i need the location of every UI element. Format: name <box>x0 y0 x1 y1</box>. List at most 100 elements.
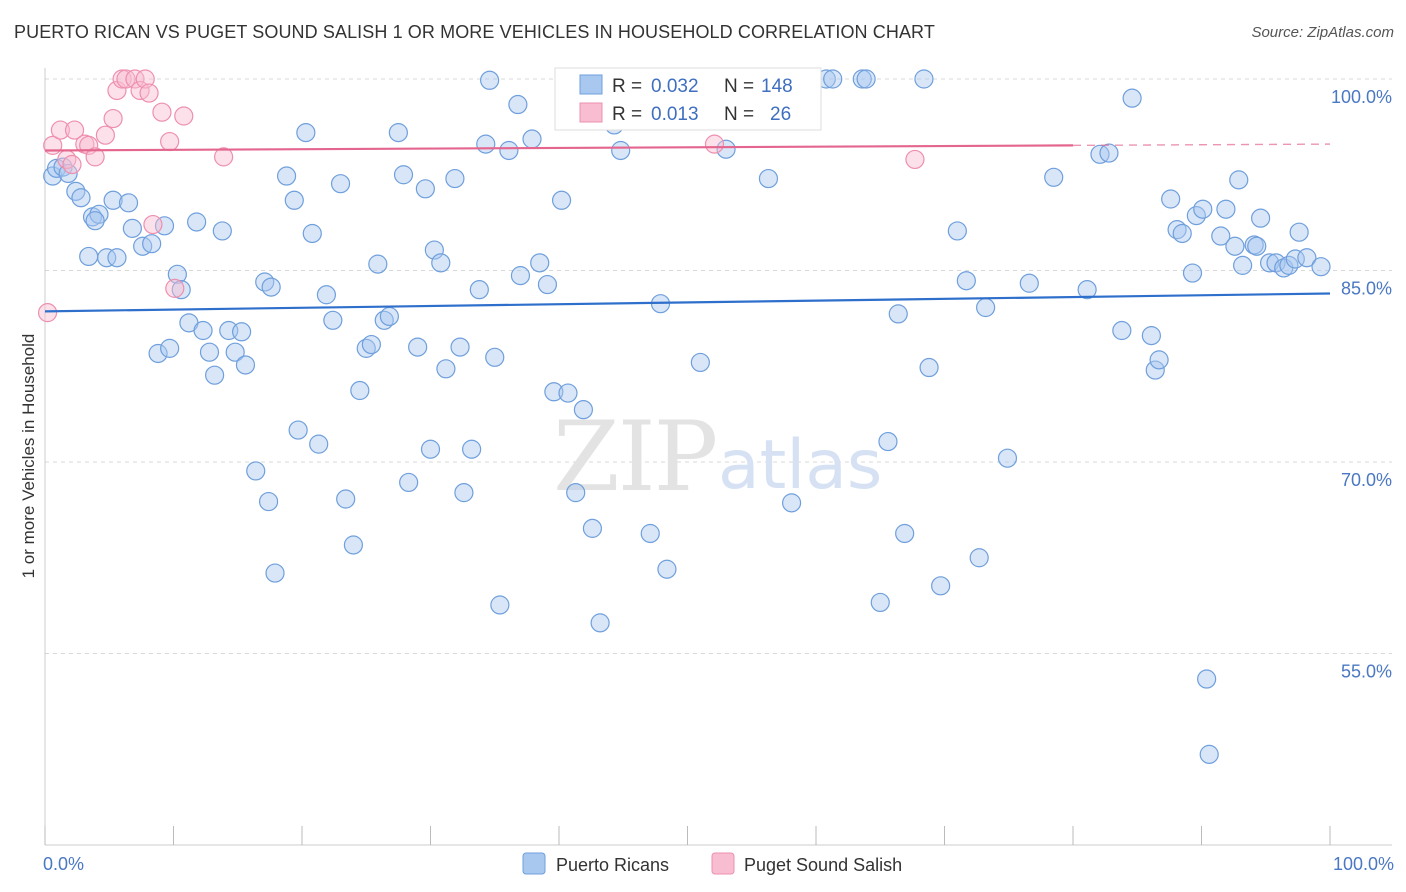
y-tick-label-70: 70.0% <box>1341 470 1392 490</box>
puerto-ricans-point-23 <box>193 320 213 341</box>
puerto-ricans-point-10 <box>103 190 123 210</box>
y-tick-label-55: 55.0% <box>1341 662 1392 682</box>
tick-labels: 100.0% 85.0% 70.0% 55.0% 0.0% 100.0% <box>43 87 1394 874</box>
puerto-ricans-point-9 <box>97 248 117 268</box>
puerto-ricans-point-35 <box>276 166 297 186</box>
puerto-ricans-point-127 <box>1199 744 1219 764</box>
puerto-ricans-point-60 <box>436 359 456 379</box>
puerto-ricans-point-76 <box>551 190 572 210</box>
puerto-ricans-point-5 <box>71 188 91 208</box>
puerto-ricans-point-108 <box>976 297 996 318</box>
puerto-ricans-point-42 <box>323 310 343 330</box>
puerto-ricans-point-111 <box>1044 167 1064 187</box>
trend-lines <box>44 143 1331 313</box>
puget-sound-salish-point-14 <box>125 69 145 89</box>
puerto-ricans-point-30 <box>246 461 266 481</box>
puerto-ricans-point-101 <box>888 304 908 324</box>
puerto-ricans-point-38 <box>296 123 316 143</box>
puerto-ricans-point-105 <box>931 576 951 596</box>
puerto-ricans-point-123 <box>1182 263 1203 283</box>
y-tick-label-100: 100.0% <box>1331 87 1392 107</box>
puerto-ricans-point-56 <box>415 179 435 199</box>
puerto-ricans-point-24 <box>199 342 220 362</box>
puerto-ricans-point-132 <box>1233 255 1253 275</box>
puget-sound-salish-point-10 <box>103 108 123 129</box>
puerto-ricans-point-121 <box>1167 220 1187 240</box>
puget-sound-salish-point-17 <box>139 83 159 103</box>
puerto-ricans-point-34 <box>265 563 285 583</box>
puerto-ricans-point-48 <box>361 334 381 355</box>
puerto-ricans-point-102 <box>895 523 915 544</box>
puerto-ricans-point-79 <box>573 400 594 420</box>
puerto-ricans-point-126 <box>1197 669 1217 689</box>
puerto-ricans-point-73 <box>530 253 550 273</box>
puerto-ricans-point-4 <box>66 181 86 201</box>
stats-r-value-1: 0.032 <box>651 76 699 97</box>
puerto-ricans-point-122 <box>1172 223 1192 244</box>
source-attribution: Source: ZipAtlas.com <box>1251 24 1394 41</box>
puerto-ricans-point-51 <box>379 306 399 327</box>
puget-sound-salish-point-4 <box>62 154 82 175</box>
puerto-ricans-point-25 <box>205 365 225 385</box>
puerto-ricans-point-118 <box>1145 360 1165 380</box>
puerto-ricans-point-120 <box>1161 189 1181 209</box>
puerto-ricans-point-18 <box>160 338 180 358</box>
puerto-ricans-point-99 <box>878 431 898 452</box>
stats-n-value-1: 148 <box>761 76 793 97</box>
puerto-ricans-point-69 <box>490 595 510 615</box>
puerto-ricans-point-144 <box>85 211 105 231</box>
puerto-ricans-point-64 <box>462 439 482 459</box>
puerto-ricans-point-141 <box>1289 222 1309 242</box>
puerto-ricans-point-100 <box>870 592 890 613</box>
puerto-ricans-point-147 <box>716 139 736 159</box>
puerto-ricans-point-41 <box>316 285 337 305</box>
stats-swatch-pink <box>579 102 603 123</box>
puerto-ricans-point-145 <box>232 322 252 342</box>
puerto-ricans-point-40 <box>309 434 329 454</box>
puerto-ricans-point-70 <box>499 140 519 161</box>
y-axis-title: 1 or more Vehicles in Household <box>19 334 38 579</box>
puerto-ricans-point-53 <box>393 165 414 185</box>
puerto-ricans-point-22 <box>187 212 207 232</box>
puerto-ricans-point-52 <box>388 123 408 143</box>
legend-label-puget-sound-salish: Puget Sound Salish <box>744 855 902 875</box>
puerto-ricans-point-119 <box>1149 350 1169 370</box>
puerto-ricans-point-43 <box>330 174 351 194</box>
puerto-ricans-point-59 <box>431 253 451 273</box>
puerto-ricans-point-135 <box>1251 208 1271 228</box>
puerto-ricans-point-31 <box>255 272 275 292</box>
puerto-ricans-point-128 <box>1211 226 1231 246</box>
x-tick-label-100: 100.0% <box>1333 854 1394 874</box>
puget-sound-salish-point-9 <box>95 125 115 145</box>
puerto-ricans-point-6 <box>79 246 99 267</box>
puerto-ricans-point-136 <box>1260 253 1280 273</box>
puerto-ricans-point-66 <box>476 134 496 154</box>
puerto-ricans-point-143 <box>1311 257 1331 277</box>
puerto-ricans-point-46 <box>350 380 370 401</box>
puerto-ricans-point-130 <box>1225 236 1245 256</box>
series-puerto-ricans <box>43 69 1331 764</box>
puget-sound-salish-point-18 <box>143 214 163 235</box>
stats-n-value-2: 26 <box>770 104 791 125</box>
stats-r-label-1: R = <box>612 76 642 97</box>
puget-sound-salish-point-24 <box>704 134 725 154</box>
puerto-ricans-point-72 <box>522 129 542 149</box>
stats-r-label-2: R = <box>612 104 642 125</box>
series-puget-sound-salish <box>37 69 925 323</box>
puerto-ricans-point-55 <box>408 337 428 357</box>
puget-sound-salish-point-8 <box>85 147 105 167</box>
puerto-ricans-point-116 <box>1122 88 1142 108</box>
puerto-ricans-point-83 <box>611 140 631 161</box>
puerto-ricans-point-106 <box>956 271 976 291</box>
puerto-ricans-point-15 <box>142 234 162 254</box>
puerto-ricans-point-12 <box>118 193 139 213</box>
puerto-ricans-point-36 <box>284 190 304 210</box>
x-tick-label-0: 0.0% <box>43 854 84 874</box>
puerto-ricans-point-44 <box>336 489 356 509</box>
puerto-ricans-point-19 <box>167 264 187 284</box>
puget-sound-salish-point-20 <box>160 131 180 152</box>
puget-sound-salish-point-2 <box>50 120 71 140</box>
puget-sound-salish-point-5 <box>64 120 85 140</box>
puerto-ricans-point-98 <box>856 69 876 89</box>
